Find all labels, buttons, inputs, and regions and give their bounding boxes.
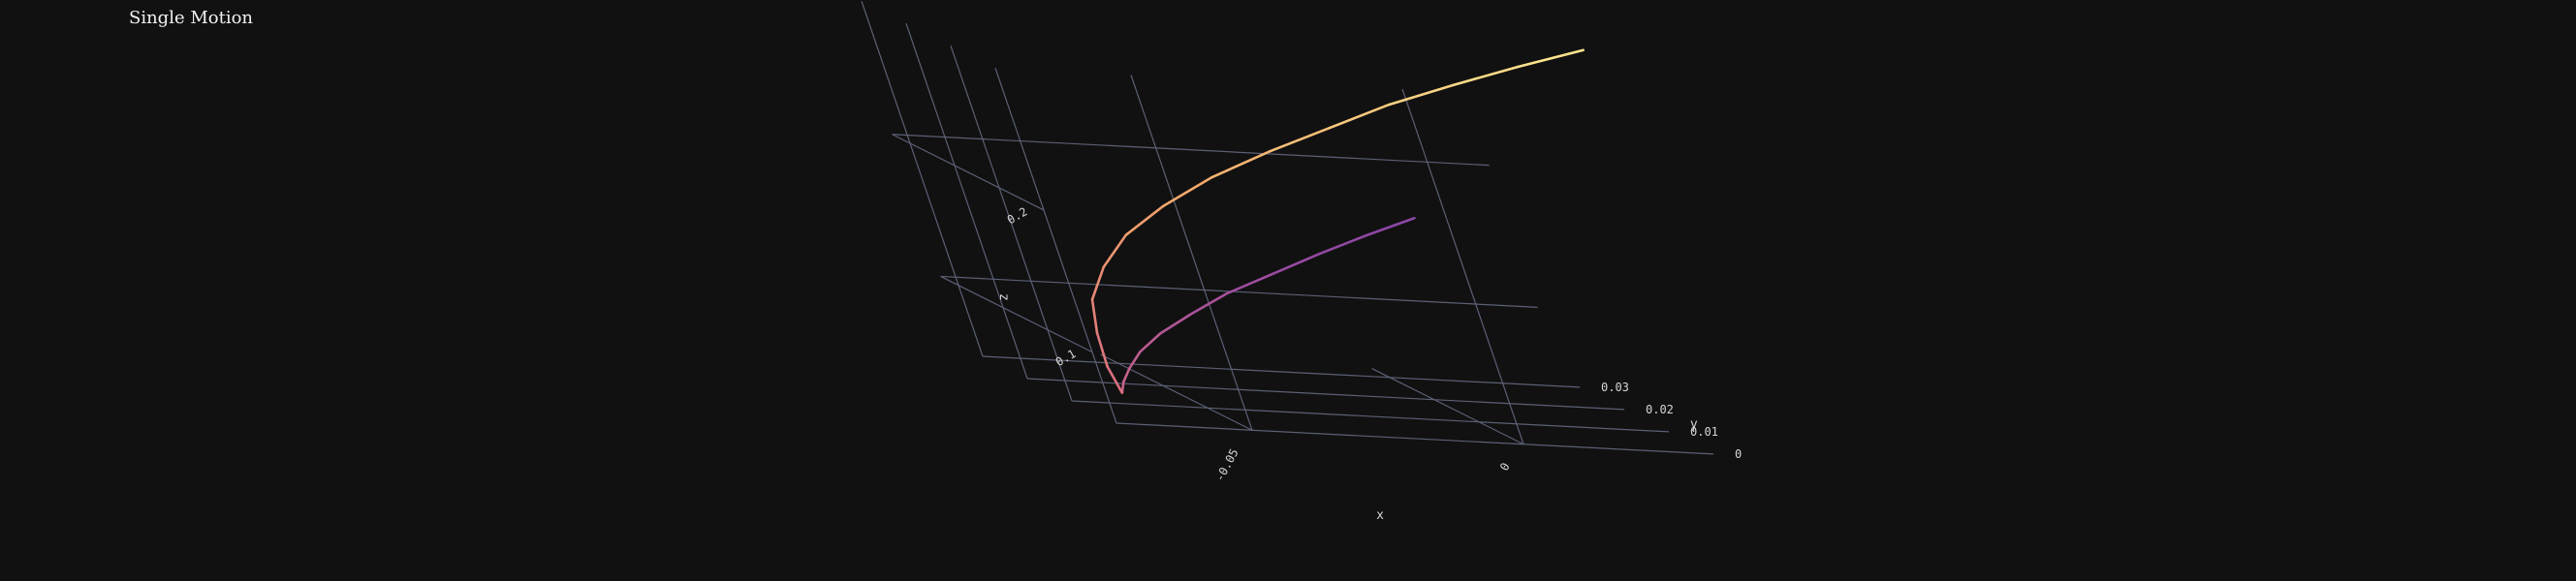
x-axis-title: x	[1376, 508, 1384, 523]
series-segment	[1517, 48, 1585, 69]
z-gridline-0	[940, 275, 1093, 353]
z-tick-label: 0.2	[1005, 204, 1030, 227]
series-segment	[1124, 204, 1165, 236]
y-wall-gridline-1	[950, 46, 1073, 402]
y-tick-label: 0.03	[1601, 381, 1629, 394]
series-segment	[1128, 351, 1142, 370]
y-tick-label: 0.02	[1646, 403, 1674, 416]
series-segment	[1269, 126, 1332, 153]
x-tick-label: -0.05	[1212, 446, 1241, 483]
series-segment	[1106, 365, 1124, 394]
x-wall-gridline-0	[1130, 75, 1253, 431]
series-segment	[1318, 233, 1368, 256]
x-gridline-1	[1371, 368, 1524, 445]
y-gridline-3	[982, 355, 1581, 388]
z-back-gridline-0	[940, 275, 1538, 308]
y-wall-gridline-3	[861, 1, 984, 357]
series-segment	[1387, 83, 1455, 107]
y-tick-label: 0.01	[1690, 425, 1718, 439]
series-segment	[1095, 331, 1109, 368]
y-wall-gridline-2	[905, 23, 1028, 380]
series-segment	[1210, 149, 1272, 179]
series-segment	[1272, 252, 1322, 275]
series-segment	[1102, 233, 1128, 268]
x-tick-label: 0	[1497, 461, 1513, 474]
y-gridline-0	[1115, 422, 1714, 455]
series-segment	[1366, 216, 1416, 237]
grid-layer	[861, 1, 1714, 455]
series-segment	[1090, 265, 1106, 301]
y-tick-label: 0	[1735, 447, 1742, 461]
series-segment	[1122, 366, 1131, 383]
z-axis-title: z	[997, 293, 1012, 301]
y-gridline-1	[1071, 400, 1670, 433]
series-segment	[1162, 175, 1213, 207]
curve-layer	[1090, 48, 1585, 394]
series-segment	[1139, 331, 1162, 353]
z-tick-label: 0.1	[1053, 347, 1079, 369]
series-1-line	[1090, 48, 1585, 394]
z-back-gridline-1	[892, 134, 1490, 167]
series-segment	[1189, 291, 1229, 316]
z-gridline-1	[892, 134, 1045, 211]
series-segment	[1090, 297, 1099, 335]
series-segment	[1159, 312, 1193, 335]
series-segment	[1452, 65, 1520, 87]
series-0-line	[1120, 216, 1416, 394]
series-segment	[1328, 103, 1391, 130]
chart-title: Single Motion	[129, 8, 254, 28]
y-gridline-2	[1026, 378, 1625, 411]
x-gridline-0	[1100, 353, 1253, 431]
label-layer: -0.05 0 0 0.01 0.02 0.03 0.1 0.2 x y z	[997, 204, 1743, 523]
x-wall-gridline-1	[1401, 88, 1524, 444]
y-wall-gridline-0	[994, 68, 1117, 424]
y-axis-title: y	[1690, 417, 1698, 432]
series-segment	[1225, 272, 1275, 295]
